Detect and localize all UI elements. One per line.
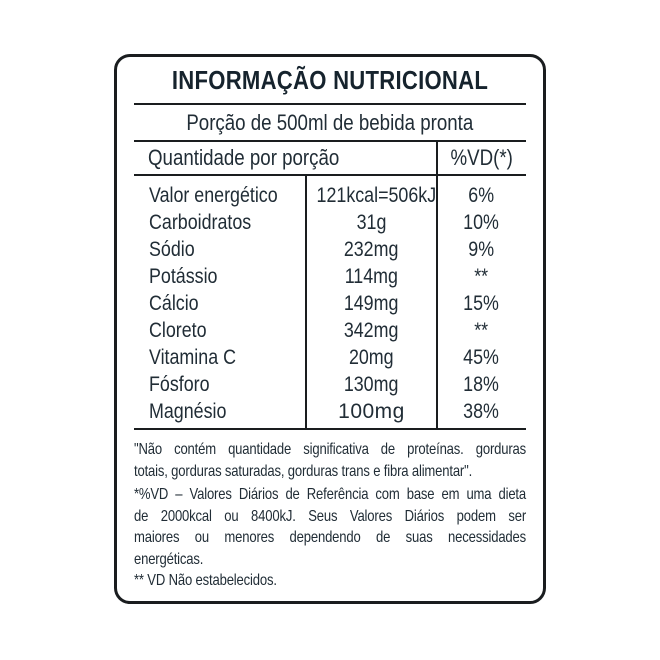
footnote-line: totais, gorduras saturadas, gorduras tra…	[134, 462, 473, 480]
nutrient-name: Potássio	[149, 265, 218, 288]
footnote-line: energéticas.	[134, 550, 204, 568]
footnote-line: maiores ou menores dependendo de suas ne…	[134, 529, 527, 546]
table-row: Valor energético 121kcal=506kJ 6%	[134, 182, 526, 209]
nutrient-name: Cloreto	[149, 319, 207, 342]
table-header-row: Quantidade por porção %VD(*)	[134, 142, 526, 176]
nutrient-name: Magnésio	[149, 400, 227, 423]
nutrient-dv: **	[474, 319, 489, 342]
nutrient-name: Vitamina C	[149, 346, 236, 369]
nutrient-amount: 20mg	[349, 346, 394, 369]
nutrition-label: INFORMAÇÃO NUTRICIONAL Porção de 500ml d…	[114, 54, 546, 604]
nutrient-amount: 114mg	[344, 265, 399, 288]
footnote-line: de 2000kcal ou 8400kJ. Seus Valores Diár…	[134, 507, 527, 525]
nutrient-dv: 45%	[463, 346, 500, 369]
nutrient-name: Fósforo	[149, 373, 210, 396]
header-dv-cell: %VD(*)	[437, 142, 526, 174]
serving-size-row: Porção de 500ml de bebida pronta	[134, 105, 526, 142]
nutrient-dv: 9%	[468, 238, 495, 261]
column-divider	[436, 176, 438, 428]
nutrient-amount: 130mg	[344, 373, 399, 396]
table-row: Magnésio 100mg 38%	[134, 398, 526, 425]
nutrient-dv: 6%	[468, 184, 495, 207]
header-quantity-label: Quantidade por porção	[148, 145, 340, 170]
column-divider	[436, 142, 438, 174]
header-quantity-cell: Quantidade por porção	[134, 142, 437, 174]
label-title-row: INFORMAÇÃO NUTRICIONAL	[134, 57, 526, 105]
nutrient-dv: 15%	[463, 292, 500, 315]
footnote-line: *%VD – Valores Diários de Referência com…	[134, 486, 527, 503]
table-row: Carboidratos 31g 10%	[134, 209, 526, 236]
nutrient-amount: 100mg	[338, 400, 405, 423]
table-row: Fósforo 130mg 18%	[134, 371, 526, 398]
nutrient-amount: 342mg	[344, 319, 399, 342]
nutrient-name: Valor energético	[149, 184, 278, 207]
nutrient-amount: 149mg	[344, 292, 399, 315]
nutrient-amount: 232mg	[344, 238, 399, 261]
column-divider	[305, 176, 307, 428]
serving-size: Porção de 500ml de bebida pronta	[186, 109, 474, 135]
table-row: Vitamina C 20mg 45%	[134, 344, 526, 371]
nutrient-name: Sódio	[149, 238, 195, 261]
header-dv-label: %VD(*)	[450, 145, 513, 170]
footnote-line: "Não contém quantidade significativa de …	[134, 441, 527, 458]
nutrient-amount: 31g	[356, 211, 387, 234]
table-row: Sódio 232mg 9%	[134, 236, 526, 263]
table-row: Cloreto 342mg **	[134, 317, 526, 344]
nutrition-table-body: Valor energético 121kcal=506kJ 6% Carboi…	[134, 176, 526, 430]
nutrient-dv: **	[474, 265, 489, 288]
nutrient-name: Carboidratos	[149, 211, 252, 234]
footnotes: "Não contém quantidade significativa de …	[134, 430, 526, 592]
table-row: Potássio 114mg **	[134, 263, 526, 290]
label-title: INFORMAÇÃO NUTRICIONAL	[171, 64, 489, 95]
footnote-line: ** VD Não estabelecidos.	[134, 572, 277, 589]
nutrient-amount: 121kcal=506kJ	[316, 184, 437, 207]
nutrient-name: Cálcio	[149, 292, 199, 315]
nutrient-dv: 18%	[463, 373, 500, 396]
nutrient-dv: 38%	[463, 400, 500, 423]
table-row: Cálcio 149mg 15%	[134, 290, 526, 317]
nutrient-dv: 10%	[463, 211, 500, 234]
